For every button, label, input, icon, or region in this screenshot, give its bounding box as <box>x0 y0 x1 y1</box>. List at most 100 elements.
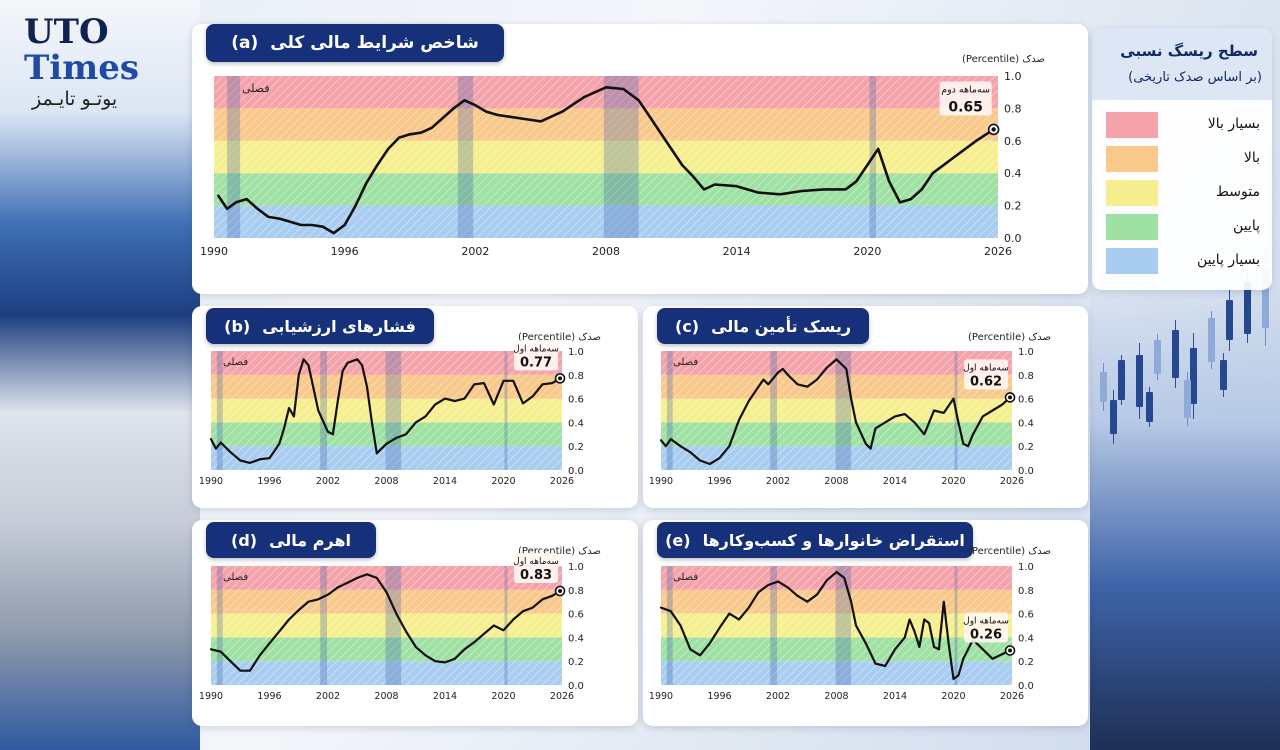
annotation-box <box>939 81 992 116</box>
x-tick-label: 1996 <box>257 691 281 702</box>
candle-body <box>1146 392 1153 422</box>
risk-band-hatch <box>211 566 562 590</box>
x-tick-label: 2008 <box>824 691 848 702</box>
y-tick-label: 0.8 <box>1004 102 1022 115</box>
candle-body <box>1172 330 1179 378</box>
recession-shade <box>227 76 241 238</box>
recession-shade <box>320 566 328 685</box>
legend-item-medium: متوسط <box>1100 180 1260 206</box>
risk-band-hatch <box>661 446 1012 470</box>
x-tick-label: 2026 <box>984 245 1012 258</box>
y-tick-label: 0.2 <box>1004 200 1022 213</box>
risk-band-hatch <box>661 637 1012 662</box>
axis-unit-label: صدک (Percentile) <box>518 332 602 343</box>
y-tick-label: 0.6 <box>568 610 584 621</box>
legend-header <box>1092 28 1272 100</box>
candle-body <box>1208 318 1215 362</box>
y-tick-label: 0.8 <box>568 371 584 382</box>
risk-band-hatch <box>211 422 562 447</box>
risk-band-hatch <box>661 374 1012 399</box>
x-tick-label: 2014 <box>433 691 457 702</box>
y-tick-label: 0.2 <box>1018 657 1034 668</box>
legend-item-very-high: بسیار بالا <box>1100 112 1260 138</box>
y-tick-label: 0.4 <box>568 633 584 644</box>
chart-title-d: اهرم مالی (d) <box>206 522 376 558</box>
y-tick-label: 0.2 <box>1018 442 1034 453</box>
candle-body <box>1190 348 1197 404</box>
recession-shade <box>457 76 474 238</box>
candle-body <box>1110 400 1117 434</box>
y-tick-label: 0.6 <box>568 395 584 406</box>
legend-swatch <box>1106 112 1158 138</box>
endpoint-marker-dot <box>1008 648 1013 653</box>
x-tick-label: 1996 <box>707 691 731 702</box>
x-tick-label: 2002 <box>316 476 340 487</box>
y-tick-label: 1.0 <box>568 562 584 573</box>
risk-band-hatch <box>211 351 562 375</box>
candle-body <box>1154 340 1161 374</box>
x-tick-label: 2026 <box>550 691 574 702</box>
y-tick-label: 1.0 <box>1018 347 1034 358</box>
recession-shade <box>216 566 223 685</box>
x-tick-label: 2008 <box>374 476 398 487</box>
legend-item-high: بالا <box>1100 146 1260 172</box>
recession-label: فصلی <box>223 357 248 368</box>
risk-band-hatch <box>211 398 562 423</box>
recession-shade <box>320 351 328 470</box>
chart-title-text: شاخص شرایط مالی کلی <box>270 33 479 53</box>
y-tick-label: 0.8 <box>1018 371 1034 382</box>
recession-shade <box>666 351 673 470</box>
legend-swatch <box>1106 248 1158 274</box>
y-tick-label: 0.0 <box>1004 232 1022 245</box>
chart-title-text: استقراض خانوارها و کسب‌وکارها <box>702 530 965 550</box>
y-tick-label: 0.8 <box>1018 586 1034 597</box>
x-tick-label: 2026 <box>1000 476 1024 487</box>
x-tick-label: 2014 <box>723 245 751 258</box>
y-tick-label: 0.4 <box>1004 167 1022 180</box>
x-tick-label: 2020 <box>941 691 965 702</box>
annotation-label: سه‌ماهه اول <box>963 363 1009 373</box>
recession-shade <box>504 351 508 470</box>
risk-band-hatch <box>661 566 1012 590</box>
y-tick-label: 0.2 <box>568 442 584 453</box>
series-line <box>209 358 562 464</box>
recession-label: فصلی <box>242 82 270 95</box>
endpoint-marker-dot <box>558 588 563 593</box>
recession-shade <box>385 566 402 685</box>
legend-label: پایین <box>1233 218 1260 234</box>
y-tick-label: 0.4 <box>1018 633 1034 644</box>
y-tick-label: 1.0 <box>568 347 584 358</box>
y-tick-label: 0.6 <box>1018 395 1034 406</box>
risk-band-hatch <box>214 108 998 141</box>
x-tick-label: 2008 <box>374 691 398 702</box>
chart-title-b: فشارهای ارزشیابی (b) <box>206 308 434 344</box>
chart-title-text: ریسک تأمین مالی <box>711 316 852 336</box>
background-left-decoration <box>0 0 200 750</box>
legend-swatch <box>1106 214 1158 240</box>
x-tick-label: 2014 <box>433 476 457 487</box>
y-tick-label: 0.4 <box>1018 418 1034 429</box>
series-line <box>209 573 562 672</box>
y-tick-label: 1.0 <box>1004 70 1022 83</box>
y-tick-label: 0.0 <box>1018 466 1034 477</box>
x-tick-label: 1990 <box>649 476 673 487</box>
chart-title-e: استقراض خانوارها و کسب‌وکارها (e) <box>657 522 973 558</box>
risk-band-hatch <box>661 351 1012 375</box>
risk-band-hatch <box>661 422 1012 447</box>
recession-label: فصلی <box>673 572 698 583</box>
x-tick-label: 2002 <box>766 476 790 487</box>
y-tick-label: 1.0 <box>1018 562 1034 573</box>
candle-body <box>1226 300 1233 340</box>
annotation-box <box>964 359 1009 390</box>
x-tick-label: 2002 <box>461 245 489 258</box>
series-line <box>659 570 1012 681</box>
axis-unit-label: صدک (Percentile) <box>968 546 1052 557</box>
x-tick-label: 2020 <box>853 245 881 258</box>
risk-band-hatch <box>214 173 998 206</box>
x-tick-label: 2002 <box>316 691 340 702</box>
endpoint-marker-dot <box>1008 395 1013 400</box>
